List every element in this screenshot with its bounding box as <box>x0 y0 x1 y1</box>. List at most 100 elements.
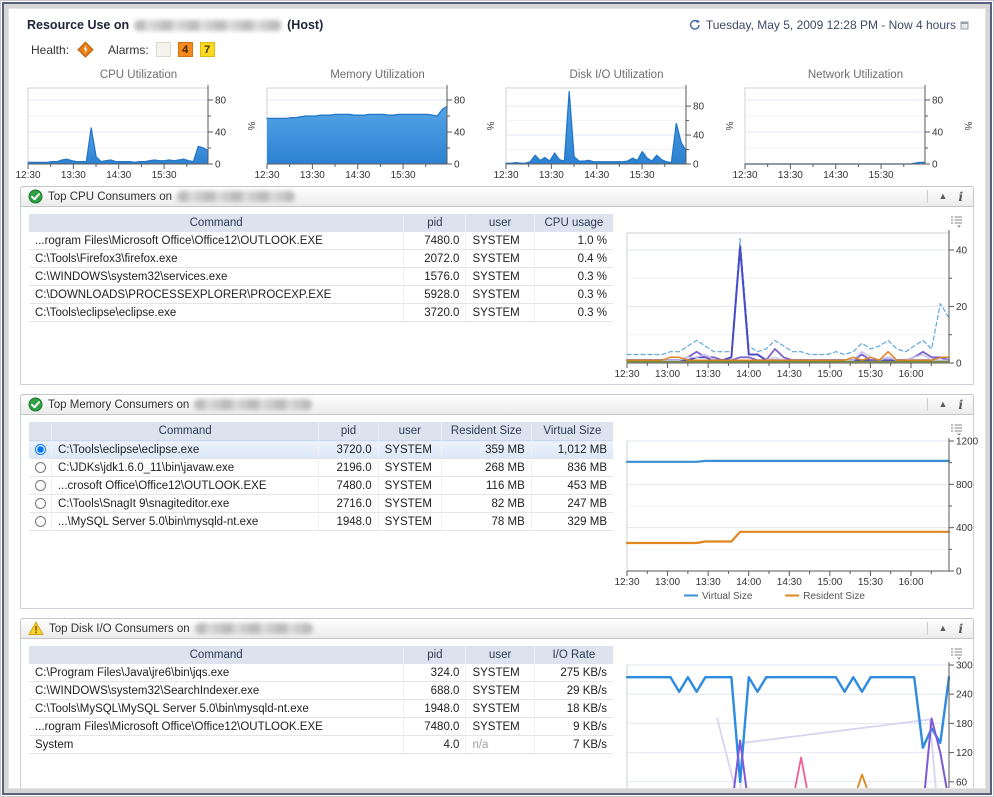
table-row[interactable]: C:\JDKs\jdk1.6.0_11\bin\javaw.exe 2196.0 S… <box>29 458 613 477</box>
table-row[interactable]: ...rogram Files\Microsoft Office\Office1… <box>29 717 613 736</box>
svg-text:0: 0 <box>932 160 938 171</box>
radio-cell[interactable] <box>29 440 52 459</box>
column-header-pid[interactable]: pid <box>318 422 379 441</box>
table-cell: C:\WINDOWS\system32\services.exe <box>29 267 405 286</box>
svg-text:13:30: 13:30 <box>538 170 563 181</box>
table-row[interactable]: C:\Tools\Firefox3\firefox.exe 2072.0 SYSTE… <box>29 249 613 268</box>
svg-text:12:30: 12:30 <box>614 369 639 380</box>
top-memory-consumers-panel: Top Memory Consumers on ▲ i Command pid us… <box>20 394 979 609</box>
svg-text:40: 40 <box>956 245 968 256</box>
radio-cell[interactable] <box>29 458 52 477</box>
table-row[interactable]: C:\Tools\MySQL\MySQL Server 5.0\bin\mysq… <box>29 699 613 718</box>
column-header-i-o-rate[interactable]: I/O Rate <box>534 646 613 664</box>
svg-text:%: % <box>484 122 495 131</box>
svg-text:13:00: 13:00 <box>655 369 680 380</box>
chart-options-icon[interactable] <box>950 647 963 660</box>
column-header-user[interactable]: user <box>465 214 535 232</box>
table-row[interactable]: C:\Tools\SnagIt 9\snagiteditor.exe 2716.0… <box>29 494 613 513</box>
row-select-radio[interactable] <box>35 497 46 509</box>
column-header-command[interactable]: Command <box>51 422 320 441</box>
table-row[interactable]: ...\MySQL Server 5.0\bin\mysqld-nt.exe 19… <box>29 512 613 531</box>
table-cell: 329 MB <box>531 512 613 531</box>
panel-info-button[interactable]: i <box>958 397 963 412</box>
hostname-redacted <box>177 191 295 202</box>
svg-text:240: 240 <box>956 690 973 701</box>
svg-text:40: 40 <box>454 128 466 139</box>
column-header-pid[interactable]: pid <box>403 646 467 664</box>
table-cell: ...crosoft Office\Office12\OUTLOOK.EXE <box>51 476 320 495</box>
row-select-radio[interactable] <box>35 479 46 491</box>
table-cell: C:\WINDOWS\system32\SearchIndexer.exe <box>29 681 405 700</box>
hostname-redacted <box>194 623 313 634</box>
svg-text:14:00: 14:00 <box>736 577 761 588</box>
table-cell: 688.0 <box>403 681 467 700</box>
radio-cell[interactable] <box>29 512 52 531</box>
chart-options-icon[interactable] <box>950 215 963 228</box>
alarm-badge-warning-count[interactable]: 4 <box>177 42 193 57</box>
column-header-select[interactable] <box>29 422 52 441</box>
table-cell: 1,012 MB <box>531 440 613 459</box>
disk-io-consumers-table: Command pid user I/O Rate C:\Program Files\J… <box>29 644 613 788</box>
alarm-badge-caution-count[interactable]: 7 <box>199 42 215 57</box>
panel-info-button[interactable]: i <box>958 621 963 636</box>
table-row[interactable]: System 4.0 n/a 7 KB/s <box>29 735 613 754</box>
cpu-consumers-table: Command pid user CPU usage ...rogram Files\M… <box>29 212 613 380</box>
table-row[interactable]: C:\WINDOWS\system32\services.exe 1576.0 SY… <box>29 267 613 286</box>
alarm-badge-empty[interactable] <box>155 42 171 57</box>
health-status-diamond-icon[interactable] <box>76 40 95 59</box>
table-cell: C:\Tools\Firefox3\firefox.exe <box>29 249 405 268</box>
timerange-control[interactable]: Tuesday, May 5, 2009 12:28 PM - Now 4 ho… <box>688 18 969 32</box>
table-cell: 5928.0 <box>403 285 467 304</box>
svg-text:13:30: 13:30 <box>696 369 721 380</box>
radio-cell[interactable] <box>29 476 52 495</box>
radio-cell[interactable] <box>29 494 52 513</box>
titlebar: Resource Use on (Host) Tuesday, May 5, 2… <box>9 9 985 33</box>
column-header-command[interactable]: Command <box>29 214 405 232</box>
table-row[interactable]: C:\WINDOWS\system32\SearchIndexer.exe 688… <box>29 681 613 700</box>
row-select-radio[interactable] <box>35 515 46 527</box>
table-cell: 268 MB <box>441 458 532 477</box>
collapse-panel-button[interactable]: ▲ <box>938 399 948 409</box>
table-row[interactable]: ...rogram Files\Microsoft Office\Office1… <box>29 232 613 250</box>
divider <box>926 190 928 203</box>
table-cell: 3720.0 <box>403 303 467 322</box>
svg-text:%: % <box>245 122 256 131</box>
panel-info-button[interactable]: i <box>958 189 963 204</box>
table-cell: 247 MB <box>531 494 613 513</box>
alarms-label: Alarms: <box>108 42 149 57</box>
table-row[interactable]: ...crosoft Office\Office12\OUTLOOK.EXE 74… <box>29 476 613 495</box>
collapse-panel-button[interactable]: ▲ <box>938 191 948 201</box>
table-row[interactable]: C:\Program Files\Java\jre6\bin\jqs.exe 32… <box>29 664 613 682</box>
svg-text:16:00: 16:00 <box>898 369 923 380</box>
table-cell: 1576.0 <box>403 267 467 286</box>
table-cell: ...rogram Files\Microsoft Office\Office1… <box>29 232 405 250</box>
table-cell: SYSTEM <box>465 699 535 718</box>
column-header-user[interactable]: user <box>465 646 535 664</box>
status-ok-icon <box>28 397 43 412</box>
table-row[interactable]: C:\DOWNLOADS\PROCESSEXPLORER\PROCEXP.EXE… <box>29 285 613 304</box>
column-header-cpu-usage[interactable]: CPU usage <box>534 214 613 232</box>
column-header-pid[interactable]: pid <box>403 214 467 232</box>
row-select-radio[interactable] <box>35 443 46 455</box>
collapse-panel-button[interactable]: ▲ <box>938 623 948 633</box>
chart-options-icon[interactable] <box>950 423 963 436</box>
table-cell: 359 MB <box>441 440 532 459</box>
table-cell: C:\Program Files\Java\jre6\bin\jqs.exe <box>29 664 405 682</box>
table-cell: 7 KB/s <box>534 735 613 754</box>
column-header-command[interactable]: Command <box>29 646 405 664</box>
row-select-radio[interactable] <box>35 461 46 473</box>
panel-header: Top Disk I/O Consumers on ▲ i <box>20 618 974 639</box>
svg-text:0: 0 <box>956 359 962 370</box>
svg-text:%: % <box>723 122 734 131</box>
column-header-virtual-size[interactable]: Virtual Size <box>531 422 613 441</box>
svg-text:15:30: 15:30 <box>858 577 883 588</box>
page-title: Resource Use on (Host) <box>27 18 323 32</box>
svg-text:14:30: 14:30 <box>777 369 802 380</box>
column-header-resident-size[interactable]: Resident Size <box>441 422 532 441</box>
data-table: Command pid user Resident Size Virtual Size C… <box>29 422 613 531</box>
column-header-user[interactable]: user <box>378 422 442 441</box>
table-row[interactable]: C:\Tools\eclipse\eclipse.exe 3720.0 SYSTEM… <box>29 303 613 322</box>
table-row[interactable]: C:\Tools\eclipse\eclipse.exe 3720.0 SYSTEM… <box>29 440 613 459</box>
memory-consumers-chart: 0 400 800 1200 12:30 13:00 13:30 14:00 14:30 15:0… <box>614 436 985 604</box>
